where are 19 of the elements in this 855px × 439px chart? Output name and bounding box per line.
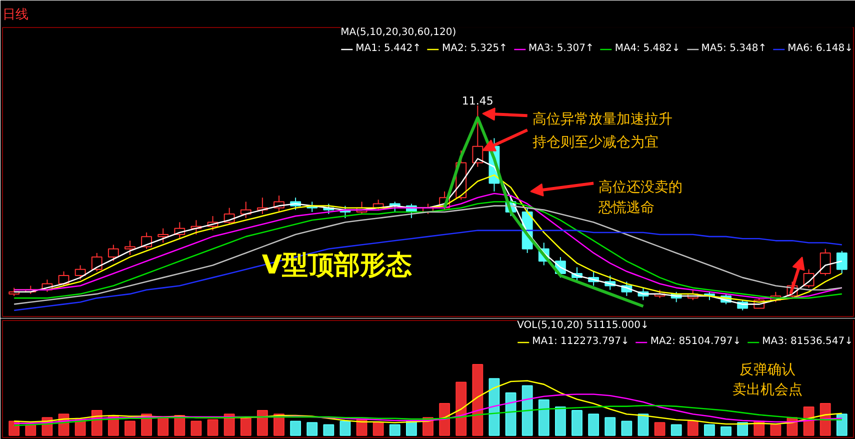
annotation: 11.45 <box>462 94 494 108</box>
legend-label: MA3: 5.307↑ <box>528 43 594 54</box>
annotation: 高位还没卖的 <box>598 179 683 196</box>
legend-label: MA2: 85104.797↓ <box>650 336 742 347</box>
annotation: 反弹确认 <box>739 362 796 378</box>
legend-label: MA5: 5.348↑ <box>701 43 767 54</box>
chart-title: 日线 <box>2 8 28 22</box>
legend-label: MA1: 5.442↑ <box>356 43 422 54</box>
legend-label: MA1: 112273.797↓ <box>532 336 630 347</box>
legend-label: MA2: 5.325↑ <box>442 43 508 54</box>
legend-label: MA4: 5.482↓ <box>614 43 680 54</box>
legend-label: MA6: 6.148↓ <box>788 43 853 54</box>
legend-title: VOL(5,10,20) 51115.000↓ <box>517 320 650 331</box>
annotation: 持仓则至少减仓为宜 <box>532 134 658 150</box>
annotation: 恐慌逃命 <box>598 200 655 216</box>
legend-label: MA3: 81536.547↓ <box>762 336 853 347</box>
annotation: 卖出机会点 <box>732 382 802 398</box>
annotation: 高位异常放量加速拉升 <box>532 112 672 128</box>
legend-title: MA(5,10,20,30,60,120) <box>340 27 458 38</box>
